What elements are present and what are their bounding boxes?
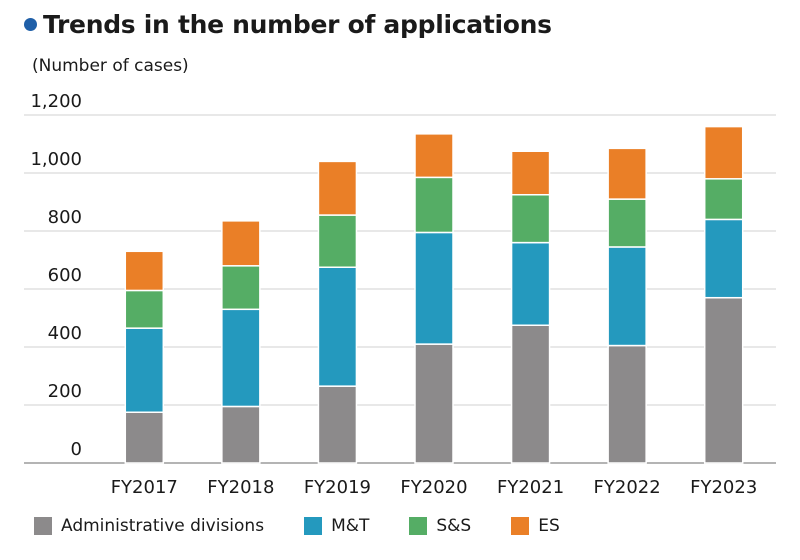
y-tick-label: 1,000 bbox=[30, 149, 82, 170]
x-tick-label: FY2017 bbox=[111, 477, 178, 498]
bar-segment bbox=[414, 231, 454, 345]
legend-swatch bbox=[34, 517, 52, 535]
bar-segment bbox=[703, 125, 744, 180]
bar-segment bbox=[221, 405, 261, 464]
bar-segment bbox=[124, 289, 165, 329]
bar-segment bbox=[414, 133, 454, 179]
bar-segment bbox=[124, 411, 165, 464]
bar-segment bbox=[124, 250, 165, 292]
bar-segment bbox=[317, 160, 358, 216]
bar-segment bbox=[510, 150, 551, 196]
title-block: Trends in the number of applications bbox=[24, 10, 552, 39]
legend-label: M&T bbox=[331, 516, 370, 536]
y-tick-label: 400 bbox=[48, 323, 82, 344]
bar-segment bbox=[124, 327, 165, 413]
legend-item: M&T bbox=[304, 516, 369, 536]
x-tick-label: FY2022 bbox=[594, 477, 661, 498]
legend-item: S&S bbox=[409, 516, 471, 536]
bar-segment bbox=[510, 324, 551, 464]
legend-swatch bbox=[409, 517, 428, 535]
y-tick-label: 0 bbox=[71, 439, 82, 460]
legend-label: Administrative divisions bbox=[61, 516, 265, 536]
bar-segment bbox=[221, 308, 261, 408]
legend-label: ES bbox=[538, 516, 560, 536]
y-axis-unit-label: (Number of cases) bbox=[32, 56, 189, 76]
bar-segment bbox=[510, 241, 551, 327]
bar-segment bbox=[221, 265, 261, 311]
legend-swatch bbox=[511, 517, 530, 535]
x-tick-label: FY2023 bbox=[690, 477, 757, 498]
bar-segment bbox=[414, 176, 454, 234]
legend-item: Administrative divisions bbox=[34, 516, 264, 536]
bullet-dot-icon bbox=[24, 18, 37, 31]
x-tick-label: FY2020 bbox=[400, 477, 467, 498]
legend-label: S&S bbox=[436, 516, 472, 536]
bar-segment bbox=[607, 246, 647, 347]
legend-item: ES bbox=[511, 516, 560, 536]
y-tick-label: 1,200 bbox=[30, 91, 82, 112]
bar-segment bbox=[317, 266, 358, 387]
y-tick-label: 200 bbox=[48, 381, 82, 402]
bar-segment bbox=[607, 147, 647, 200]
bar-segment bbox=[317, 214, 358, 269]
x-tick-label: FY2021 bbox=[497, 477, 564, 498]
bar-segment bbox=[607, 344, 647, 464]
legend: Administrative divisions M&T S&S ES bbox=[34, 516, 600, 536]
x-tick-label: FY2019 bbox=[304, 477, 371, 498]
bar-segment bbox=[703, 296, 744, 464]
bar-segment bbox=[703, 218, 744, 299]
legend-swatch bbox=[304, 517, 323, 535]
y-tick-label: 800 bbox=[48, 207, 82, 228]
bar-segment bbox=[510, 194, 551, 244]
chart-title: Trends in the number of applications bbox=[43, 10, 552, 39]
x-tick-label: FY2018 bbox=[207, 477, 274, 498]
bar-segment bbox=[414, 343, 454, 464]
y-tick-label: 600 bbox=[48, 265, 82, 286]
bar-segment bbox=[317, 385, 358, 464]
bar-segment bbox=[607, 198, 647, 248]
bar-segment bbox=[221, 220, 261, 267]
bar-segment bbox=[703, 178, 744, 221]
